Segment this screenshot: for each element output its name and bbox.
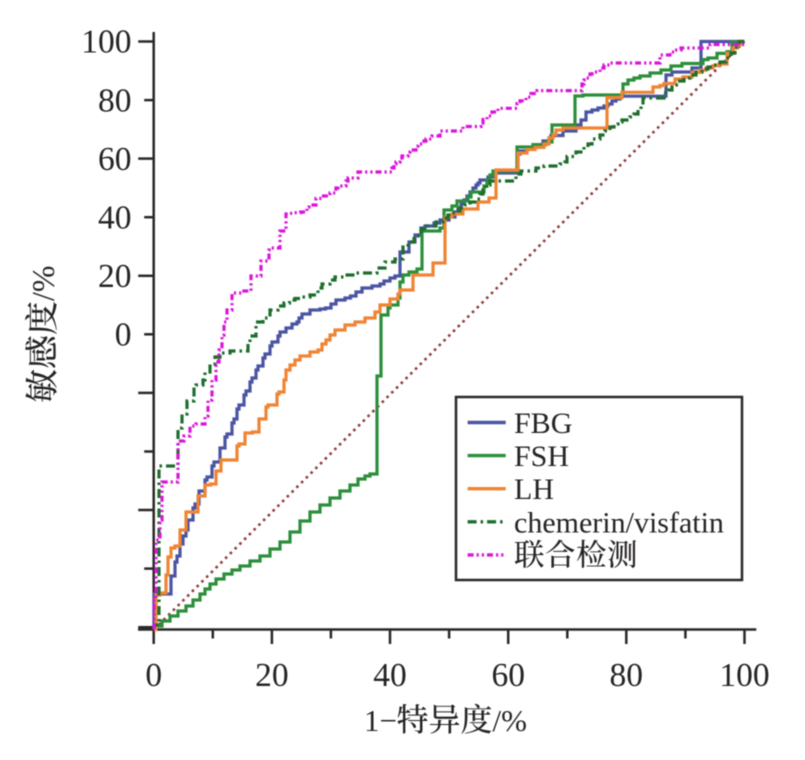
- svg-text:20: 20: [255, 657, 289, 694]
- svg-text:FSH: FSH: [514, 440, 569, 473]
- svg-text:40: 40: [98, 199, 132, 236]
- svg-text:100: 100: [719, 657, 769, 694]
- svg-text:60: 60: [491, 657, 525, 694]
- svg-text:60: 60: [98, 141, 132, 178]
- svg-text:80: 80: [610, 657, 644, 694]
- svg-text:LH: LH: [514, 473, 554, 506]
- svg-text:100: 100: [81, 24, 131, 61]
- svg-text:chemerin/visfatin: chemerin/visfatin: [514, 506, 724, 539]
- svg-text:FBG: FBG: [514, 407, 572, 440]
- svg-text:20: 20: [98, 258, 132, 295]
- svg-text:1−: 1−: [364, 703, 397, 738]
- svg-text:80: 80: [98, 82, 132, 119]
- svg-text:40: 40: [373, 657, 407, 694]
- svg-text:/%: /%: [493, 703, 527, 738]
- svg-text:0: 0: [145, 657, 162, 694]
- svg-text:/%: /%: [25, 265, 61, 301]
- svg-text:0: 0: [115, 317, 132, 354]
